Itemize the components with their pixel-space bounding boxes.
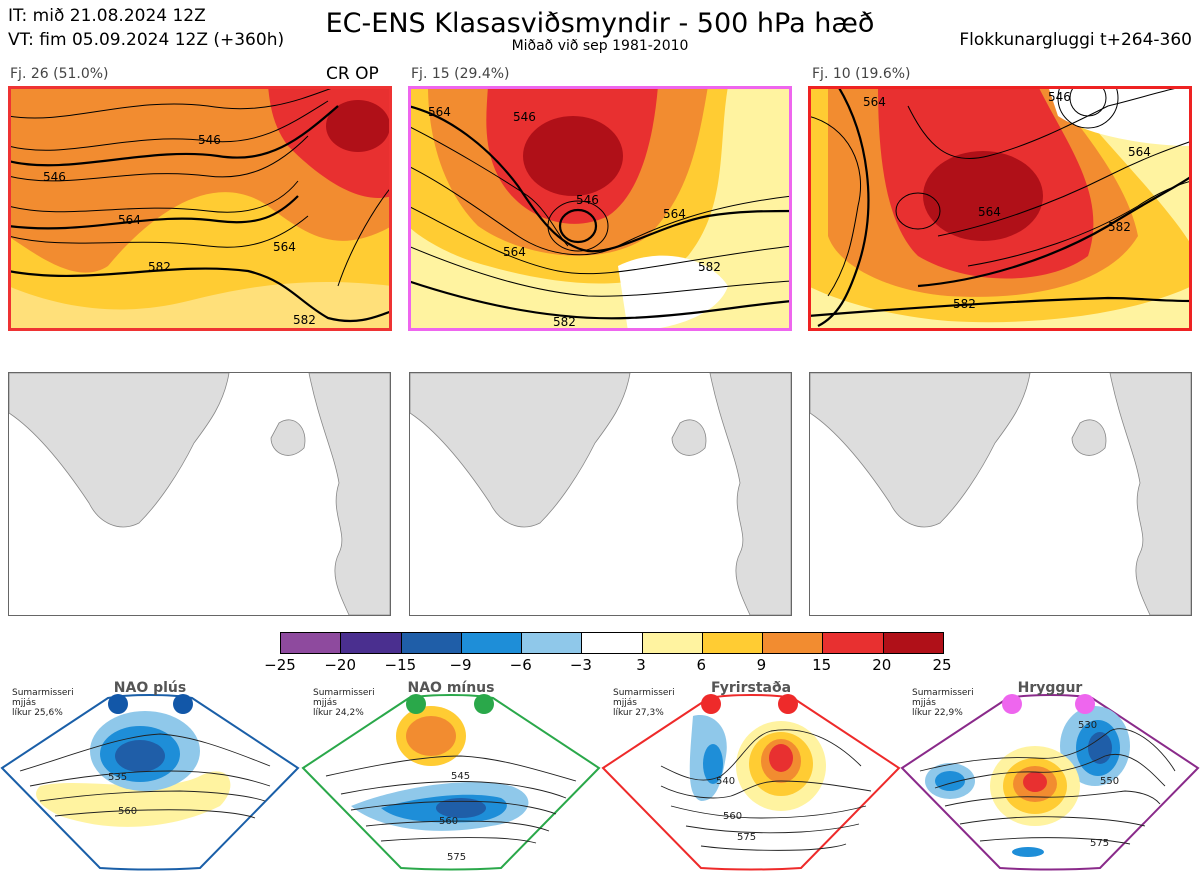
regime-blocking[interactable]: 540 560 575 Fyrirstaða Sumarmisseri mjjá…: [601, 676, 901, 871]
contour-label: 575: [447, 852, 466, 863]
regime-info: Sumarmisseri mjjás líkur 27,3%: [613, 688, 675, 718]
contour-label: 564: [1128, 145, 1151, 159]
valid-time: VT: fim 05.09.2024 12Z (+360h): [8, 30, 285, 50]
contour-label: 546: [198, 133, 221, 147]
contour-label: 530: [1078, 720, 1097, 731]
colorbar-segment: [702, 633, 764, 653]
regime-dot: [173, 694, 193, 714]
colorbar-tick-label: −15: [384, 656, 417, 674]
contour-label: 564: [428, 105, 451, 119]
contour-label: 582: [1108, 220, 1131, 234]
regime-info: Sumarmisseri mjjás líkur 22,9%: [912, 688, 974, 718]
colorbar-tick-label: −9: [449, 656, 472, 674]
regime-nao-plus[interactable]: 535 560 NAO plús Sumarmisseri mjjás líku…: [0, 676, 300, 871]
regime-dot: [406, 694, 426, 714]
colorbar-tick-label: 9: [756, 656, 767, 674]
map-panel-1[interactable]: [8, 372, 391, 616]
regime-name: Fyrirstaða: [710, 680, 792, 696]
colorbar-tick-label: 25: [932, 656, 952, 674]
contour-label: 546: [513, 110, 536, 124]
regime-nao-minus[interactable]: 545 560 575 NAO mínus Sumarmisseri mjjás…: [301, 676, 601, 871]
cluster-3-map[interactable]: 564 546 564 582 564 582: [808, 86, 1192, 331]
contour-label: 550: [1100, 776, 1119, 787]
colorbar-segment: [642, 633, 703, 653]
regime-dot: [108, 694, 128, 714]
classification-window: Flokkunargluggi t+264-360: [959, 30, 1192, 50]
contour-label: 575: [737, 832, 756, 843]
contour-label: 575: [1090, 838, 1109, 849]
contour-label: 564: [863, 95, 886, 109]
regime-dot: [1002, 694, 1022, 714]
colorbar: [280, 632, 944, 654]
regime-dot: [474, 694, 494, 714]
contour-label: 546: [1048, 90, 1071, 104]
contour-label: 582: [293, 313, 316, 327]
colorbar-segment: [883, 633, 943, 653]
colorbar-ticks: −25 −20 −15 −9 −6 −3 3 6 9 15 20 25: [250, 656, 970, 676]
cluster-2-label: Fj. 15 (29.4%): [411, 66, 510, 82]
map-panel-3[interactable]: [809, 372, 1192, 616]
colorbar-segment: [823, 633, 884, 653]
contour-label: 564: [118, 213, 141, 227]
colorbar-segment: [522, 633, 583, 653]
contour-label: 564: [978, 205, 1001, 219]
contour-label: 582: [953, 297, 976, 311]
colorbar-tick-label: −6: [509, 656, 532, 674]
header-info: IT: mið 21.08.2024 12Z VT: fim 05.09.202…: [8, 4, 284, 52]
page-subtitle: Miðað við sep 1981-2010: [511, 38, 689, 54]
contour-label: 545: [451, 771, 470, 782]
regime-name: NAO mínus: [407, 680, 495, 696]
regime-border: [301, 694, 601, 871]
colorbar-segment: [763, 633, 824, 653]
colorbar-segment: [281, 633, 342, 653]
regime-dot: [778, 694, 798, 714]
colorbar-tick-label: −3: [569, 656, 592, 674]
contour-label: 560: [439, 816, 458, 827]
contour-label: 540: [716, 776, 735, 787]
cluster-1-label: Fj. 26 (51.0%): [10, 66, 109, 82]
colorbar-tick-label: 6: [696, 656, 707, 674]
colorbar-segment: [401, 633, 462, 653]
colorbar-segment: [341, 633, 402, 653]
regime-name: Hryggur: [1017, 680, 1083, 696]
contour-label: 546: [576, 193, 599, 207]
map-panel-2[interactable]: [409, 372, 792, 616]
cluster-2-border: [408, 86, 792, 331]
initial-time: IT: mið 21.08.2024 12Z: [8, 6, 206, 26]
colorbar-segment: [582, 633, 643, 653]
regime-info: Sumarmisseri mjjás líkur 24,2%: [313, 688, 375, 718]
contour-label: 546: [43, 170, 66, 184]
regime-ridge[interactable]: 530 550 575 Hryggur Sumarmisseri mjjás l…: [900, 676, 1200, 871]
page-title: EC-ENS Klasasviðsmyndir - 500 hPa hæð: [325, 8, 875, 39]
cluster-1-map[interactable]: 546 564 582 564 546 582: [8, 86, 392, 331]
colorbar-tick-label: 3: [636, 656, 646, 674]
cluster-1-border: [8, 86, 392, 331]
contour-label: 560: [723, 811, 742, 822]
contour-label: 582: [553, 315, 576, 329]
cluster-1-extra: CR OP: [326, 64, 379, 84]
contour-label: 564: [503, 245, 526, 259]
contour-label: 564: [273, 240, 296, 254]
contour-label: 564: [663, 207, 686, 221]
colorbar-segment: [461, 633, 523, 653]
regime-info: Sumarmisseri mjjás líkur 25,6%: [12, 688, 74, 718]
contour-label: 582: [148, 260, 171, 274]
regime-dot: [1075, 694, 1095, 714]
contour-label: 582: [698, 260, 721, 274]
regime-name: NAO plús: [113, 680, 187, 696]
contour-label: 560: [118, 806, 137, 817]
cluster-3-label: Fj. 10 (19.6%): [812, 66, 911, 82]
colorbar-tick-label: −25: [264, 656, 296, 674]
colorbar-tick-label: −20: [324, 656, 356, 674]
colorbar-tick-label: 15: [812, 656, 832, 674]
regime-dot: [701, 694, 721, 714]
contour-label: 535: [108, 772, 127, 783]
cluster-3-border: [808, 86, 1192, 331]
colorbar-tick-label: 20: [872, 656, 892, 674]
cluster-2-map[interactable]: 564 546 564 582 564 546 582: [408, 86, 792, 331]
